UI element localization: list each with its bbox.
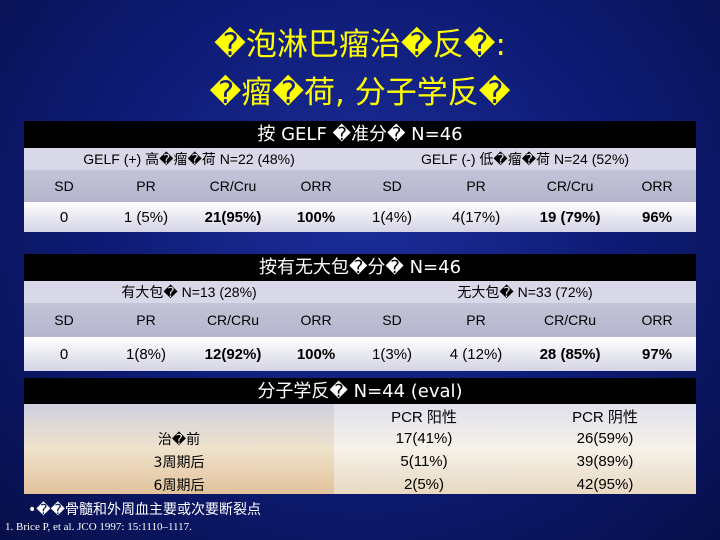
non-bulky-group: 无大包� N=33 (72%): [457, 284, 593, 300]
slide-title-line1: �泡淋巴瘤治�反�:: [214, 27, 506, 63]
bulky-section-header: 按有无大包�分� N=46: [24, 254, 696, 281]
column-header: SD: [382, 312, 402, 328]
gelf-negative-group: GELF (-) 低�瘤�荷 N=24 (52%): [421, 151, 630, 167]
table-cell: 0: [59, 208, 69, 226]
row-label: 3周期后: [153, 455, 205, 471]
column-header: ORR: [300, 312, 332, 328]
table-cell: 1(3%): [372, 345, 413, 363]
table-cell: 28 (85%): [539, 345, 601, 363]
slide-title-line2: �瘤�荷, 分子学反�: [209, 75, 511, 111]
column-header: PR: [466, 312, 486, 328]
row-label: 6周期后: [153, 478, 205, 494]
table-cell: 0: [59, 345, 69, 363]
table-cell: 97%: [642, 345, 673, 363]
bulky-table: 有大包� N=13 (28%) 无大包� N=33 (72%) SD PR CR…: [24, 281, 697, 371]
column-header: ORR: [641, 178, 673, 194]
column-header: CR/Cru: [546, 178, 594, 194]
footnote: •��骨髓和外周血主要或次要断裂点: [28, 502, 261, 518]
column-header: PCR 阳性: [391, 409, 457, 426]
gelf-section-header: 按 GELF �准分� N=46: [24, 121, 696, 148]
table-cell: 100%: [296, 345, 336, 363]
table-cell: 2(5%): [403, 476, 444, 493]
pcr-positive-column: PCR 阳性 17(41%) 5(11%) 2(5%): [334, 404, 514, 494]
column-header: PR: [136, 312, 156, 328]
column-header: PCR 阴性: [572, 409, 638, 426]
column-header: SD: [382, 178, 402, 194]
table-cell: 4 (12%): [449, 345, 503, 363]
column-header: ORR: [300, 178, 332, 194]
reference: 1. Brice P, et al. JCO 1997: 15:1110–111…: [5, 521, 192, 533]
row-label: 治�前: [157, 432, 201, 448]
column-header: ORR: [641, 312, 673, 328]
timepoint-column: 治�前 3周期后 6周期后: [24, 404, 334, 494]
table-cell: 1(8%): [125, 345, 166, 363]
column-header: SD: [54, 178, 74, 194]
table-cell: 42(95%): [576, 476, 634, 493]
bulky-group: 有大包� N=13 (28%): [121, 284, 257, 300]
table-cell: 4(17%): [451, 208, 501, 226]
molecular-section-header: 分子学反� N=44 (eval): [24, 378, 696, 405]
gelf-positive-group: GELF (+) 高�瘤�荷 N=22 (48%): [83, 151, 295, 167]
column-header: CR/Cru: [209, 178, 257, 194]
table-cell: 96%: [642, 208, 673, 226]
molecular-table: 治�前 3周期后 6周期后 PCR 阳性 17(41%) 5(11%) 2(5%…: [24, 404, 696, 494]
table-cell: 12(92%): [204, 345, 262, 363]
table-cell: 5(11%): [400, 453, 448, 470]
table-cell: 19 (79%): [539, 208, 601, 226]
gelf-table: GELF (+) 高�瘤�荷 N=22 (48%) GELF (-) 低�瘤�荷…: [24, 148, 697, 232]
table-cell: 21(95%): [204, 208, 262, 226]
table-cell: 1(4%): [372, 208, 413, 226]
table-cell: 26(59%): [576, 430, 634, 447]
column-header: PR: [136, 178, 156, 194]
column-header: CR/CRu: [543, 312, 597, 328]
table-cell: 39(89%): [576, 453, 634, 470]
column-header: PR: [466, 178, 486, 194]
pcr-negative-column: PCR 阴性 26(59%) 39(89%) 42(95%): [514, 404, 696, 494]
table-cell: 17(41%): [395, 430, 453, 447]
table-cell: 100%: [296, 208, 336, 226]
column-header: CR/CRu: [206, 312, 260, 328]
table-cell: 1 (5%): [123, 208, 169, 226]
column-header: SD: [54, 312, 74, 328]
